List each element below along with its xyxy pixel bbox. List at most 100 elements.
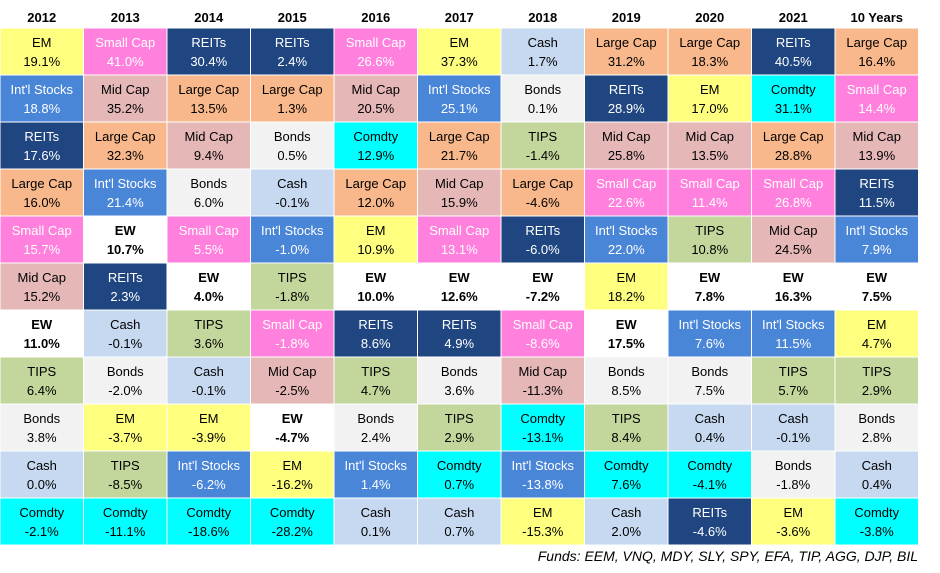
asset-label: Small Cap [262, 317, 322, 332]
return-value: 20.5% [357, 101, 394, 116]
cell-2013-bonds: Bonds -2.0% [83, 356, 168, 405]
return-value: 35.2% [107, 101, 144, 116]
cell-2021-bonds: Bonds -1.8% [751, 450, 836, 499]
cell-2015-comdty: Comdty -28.2% [250, 497, 335, 545]
cell-bg [834, 497, 919, 545]
asset-label: Int'l Stocks [679, 317, 742, 332]
cell-bg [834, 27, 919, 76]
asset-label: Mid Cap [435, 176, 483, 191]
cell-2015-bonds: Bonds 0.5% [250, 121, 335, 170]
cell-bg [667, 168, 752, 217]
return-value: 15.7% [23, 242, 60, 257]
cell-bg [166, 497, 251, 545]
asset-label: Cash [611, 505, 641, 520]
cell-2021-reits: REITs 40.5% [751, 27, 836, 76]
asset-label: TIPS [445, 411, 474, 426]
asset-label: Cash [778, 411, 808, 426]
asset-label: Comdty [437, 458, 482, 473]
cell-2014-em: EM -3.9% [166, 403, 251, 452]
asset-label: Bonds [524, 82, 561, 97]
return-value: 2.9% [444, 430, 474, 445]
asset-label: REITs [442, 317, 477, 332]
return-value: 11.0% [24, 336, 61, 351]
cell-bg [500, 215, 585, 264]
cell-2020-small-cap: Small Cap 11.4% [667, 168, 752, 217]
cell-2012-reits: REITs 17.6% [0, 121, 84, 170]
cell-2014-ew: EW 4.0% [166, 262, 251, 311]
cell-2013-em: EM -3.7% [83, 403, 168, 452]
cell-2017-int-l-stocks: Int'l Stocks 25.1% [417, 74, 502, 123]
cell-bg [417, 356, 502, 405]
cell-10-years-bonds: Bonds 2.8% [834, 403, 919, 452]
asset-label: Mid Cap [185, 129, 233, 144]
asset-label: Cash [277, 176, 307, 191]
asset-label: EW [365, 270, 387, 285]
asset-label: EM [867, 317, 887, 332]
cell-2013-comdty: Comdty -11.1% [83, 497, 168, 545]
asset-label: Comdty [771, 82, 816, 97]
asset-label: Mid Cap [602, 129, 650, 144]
cell-bg [834, 168, 919, 217]
cell-bg [751, 309, 836, 358]
column-header-2019: 2019 [612, 10, 641, 25]
asset-label: EW [532, 270, 554, 285]
return-value: -3.9% [192, 430, 226, 445]
asset-label: Small Cap [179, 223, 239, 238]
asset-label: EW [783, 270, 805, 285]
asset-label: Cash [27, 458, 57, 473]
cell-10-years-int-l-stocks: Int'l Stocks 7.9% [834, 215, 919, 264]
cell-2012-comdty: Comdty -2.1% [0, 497, 84, 545]
return-value: 11.4% [692, 195, 728, 210]
asset-label: Large Cap [679, 35, 740, 50]
cell-2018-cash: Cash 1.7% [500, 27, 585, 76]
cell-2018-comdty: Comdty -13.1% [500, 403, 585, 452]
return-value: 17.5% [608, 336, 645, 351]
asset-label: Small Cap [346, 35, 406, 50]
return-value: 7.9% [862, 242, 892, 257]
return-value: 4.0% [194, 289, 224, 304]
asset-label: Mid Cap [268, 364, 316, 379]
asset-label: Int'l Stocks [11, 82, 74, 97]
asset-label: Int'l Stocks [178, 458, 241, 473]
asset-label: Mid Cap [769, 223, 817, 238]
cell-10-years-ew: EW 7.5% [834, 262, 919, 311]
cell-bg [751, 215, 836, 264]
asset-label: Int'l Stocks [345, 458, 408, 473]
return-value: 22.0% [608, 242, 645, 257]
return-value: 7.6% [611, 477, 641, 492]
return-value: 12.6% [441, 289, 478, 304]
cell-10-years-mid-cap: Mid Cap 13.9% [834, 121, 919, 170]
cell-bg [83, 262, 168, 311]
cell-bg [751, 450, 836, 499]
cell-bg [166, 215, 251, 264]
asset-label: Bonds [107, 364, 144, 379]
cell-bg [751, 74, 836, 123]
cell-bg [250, 309, 335, 358]
asset-label: Small Cap [513, 317, 573, 332]
asset-label: EW [198, 270, 220, 285]
cell-2020-mid-cap: Mid Cap 13.5% [667, 121, 752, 170]
asset-label: Comdty [270, 505, 315, 520]
return-value: 0.0% [27, 477, 57, 492]
column-header-2014: 2014 [194, 10, 224, 25]
asset-label: TIPS [695, 223, 724, 238]
asset-label: Large Cap [345, 176, 406, 191]
asset-label: REITs [859, 176, 894, 191]
return-value: 8.4% [611, 430, 641, 445]
asset-label: TIPS [194, 317, 223, 332]
cell-bg [417, 27, 502, 76]
return-value: 22.6% [608, 195, 645, 210]
cell-2020-reits: REITs -4.6% [667, 497, 752, 545]
cell-2012-int-l-stocks: Int'l Stocks 18.8% [0, 74, 84, 123]
asset-label: EM [617, 270, 637, 285]
return-value: 1.4% [361, 477, 391, 492]
return-value: -0.1% [108, 336, 142, 351]
cell-2020-comdty: Comdty -4.1% [667, 450, 752, 499]
cell-2013-cash: Cash -0.1% [83, 309, 168, 358]
asset-label: Bonds [274, 129, 311, 144]
asset-label: Cash [528, 35, 558, 50]
cell-2014-mid-cap: Mid Cap 9.4% [166, 121, 251, 170]
cell-2015-large-cap: Large Cap 1.3% [250, 74, 335, 123]
cell-2020-em: EM 17.0% [667, 74, 752, 123]
